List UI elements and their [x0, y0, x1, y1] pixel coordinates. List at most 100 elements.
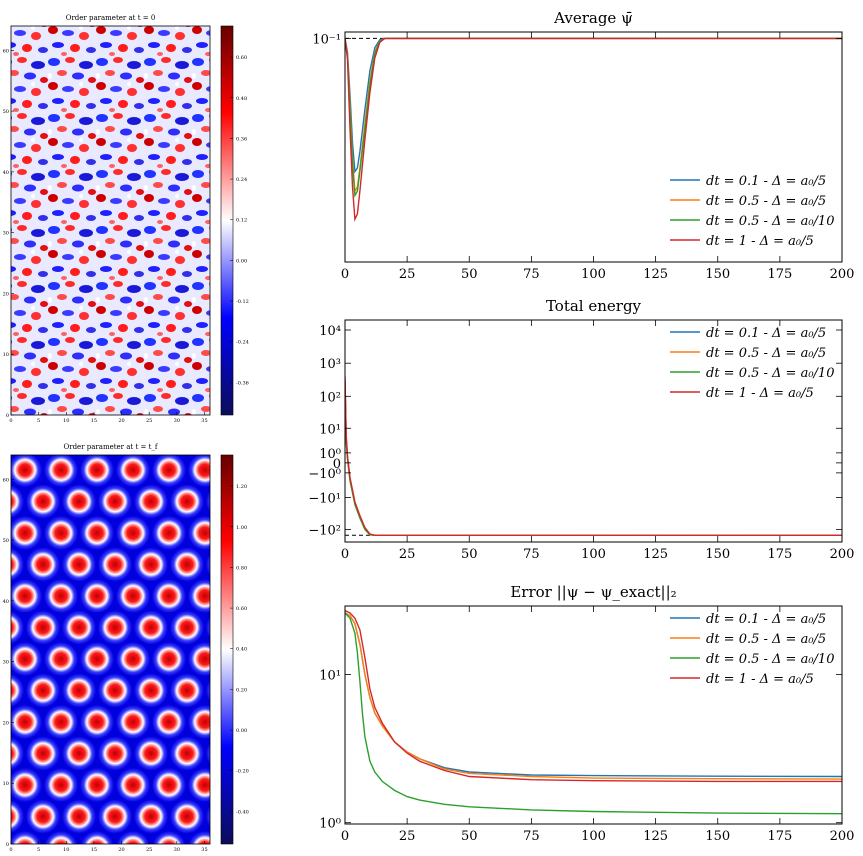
x-tick-label: 75 — [523, 547, 540, 562]
heatmap-blob — [62, 799, 96, 834]
heatmap-blob — [80, 768, 114, 802]
heatmap-blob — [44, 455, 78, 487]
y-tick-label: 10⁴ — [319, 324, 341, 339]
heatmap-blob — [11, 484, 24, 519]
x-tick-label: 125 — [643, 267, 668, 282]
legend-label: dt = 0.5 - Δ = a₀/5 — [706, 632, 826, 647]
x-tick-label: 50 — [461, 547, 478, 562]
x-tick-label: 0 — [341, 829, 349, 844]
heatmap-blob — [11, 455, 42, 487]
heatmap-blob — [134, 799, 168, 834]
series-line-2 — [345, 386, 842, 536]
heatmap-blob — [206, 422, 240, 456]
legend-label: dt = 1 - Δ = a₀/5 — [706, 234, 814, 249]
heatmap-blob — [98, 610, 132, 645]
heatmap-blob — [0, 516, 6, 550]
heatmap-blob — [188, 768, 210, 802]
x-tick-label: 25 — [399, 267, 416, 282]
series-line-1 — [345, 37, 842, 194]
heatmap-blob — [26, 547, 60, 582]
heatmap-y-tick-label: 40 — [3, 170, 9, 176]
y-tick-label: 10⁰ — [319, 447, 341, 462]
colorbar-tick-label: 0.48 — [236, 96, 247, 102]
heatmap-blob — [11, 516, 42, 550]
legend-label: dt = 0.5 - Δ = a₀/5 — [706, 346, 826, 361]
colorbar-tick-label: 0.00 — [236, 258, 247, 264]
heatmap-blob — [80, 831, 114, 844]
colorbar-tick-label: 0.36 — [236, 136, 247, 142]
x-tick-label: 50 — [461, 829, 478, 844]
heatmap-x-tick-label: 0 — [9, 418, 12, 424]
heatmap-x-tick-label: 25 — [146, 847, 152, 853]
series-group — [345, 37, 842, 222]
heatmap-blob — [44, 705, 78, 739]
legend-label: dt = 0.5 - Δ = a₀/10 — [706, 652, 834, 667]
x-tick-label: 50 — [461, 267, 478, 282]
colorbar-tick-label: 0.80 — [236, 565, 247, 571]
heatmap-blob — [26, 673, 60, 708]
heatmap-blobs — [0, 422, 276, 844]
heatmap-blob — [80, 579, 114, 613]
heatmap-blob — [44, 768, 78, 802]
heatmap-blob — [116, 768, 150, 802]
heatmap-blob — [11, 455, 12, 456]
heatmap-blob — [188, 642, 210, 676]
heatmap-x-tick-label: 0 — [9, 847, 12, 853]
heatmap-blob — [152, 831, 186, 844]
x-tick-label: 175 — [767, 267, 792, 282]
colorbar-tick-label: 1.20 — [236, 484, 247, 490]
colorbar-tick-label: 0.20 — [236, 687, 247, 693]
heatmap-blob — [134, 547, 168, 582]
heatmap-x-tick-label: 15 — [91, 418, 97, 424]
heatmap-blob — [134, 736, 168, 771]
series-group — [345, 609, 842, 815]
heatmap-blob — [206, 616, 210, 639]
x-tick-label: 0 — [341, 547, 349, 562]
heatmap-y-tick-label: 20 — [3, 291, 9, 297]
heatmap-y-tick-label: 40 — [3, 599, 9, 605]
heatmap-x-tick-label: 20 — [118, 847, 124, 853]
heatmap-blob — [152, 455, 186, 487]
x-tick-label: 100 — [581, 547, 606, 562]
heatmap-x-tick-label: 10 — [63, 847, 69, 853]
colorbar — [220, 25, 234, 416]
x-tick-label: 75 — [523, 267, 540, 282]
x-tick-label: 200 — [830, 267, 855, 282]
heatmap-x-tick-label: 5 — [37, 418, 40, 424]
x-tick-label: 100 — [581, 267, 606, 282]
series-line-3 — [345, 376, 842, 536]
series-line-0 — [345, 380, 842, 536]
y-tick-label: −10⁰ — [308, 467, 341, 482]
legend-label: dt = 0.5 - Δ = a₀/5 — [706, 194, 826, 209]
heatmap-blob — [62, 673, 96, 708]
heatmap-blob — [170, 736, 204, 771]
heatmap-blob — [11, 579, 42, 613]
heatmap-blob — [11, 547, 24, 582]
heatmap-frame — [10, 25, 211, 416]
heatmap-blob — [242, 611, 276, 645]
heatmap-blob — [62, 736, 96, 771]
heatmap-x-tick-label: 20 — [118, 418, 124, 424]
colorbar-tick-label: 0.12 — [236, 218, 247, 224]
heatmap-y-tick-label: 30 — [3, 660, 9, 666]
x-tick-label: 25 — [399, 547, 416, 562]
heatmap-blob — [98, 547, 132, 582]
y-tick-label: 10¹ — [319, 669, 341, 684]
colorbar-tick-label: 0.60 — [236, 606, 247, 612]
y-tick-label: −10¹ — [308, 491, 341, 506]
heatmap-blob — [116, 516, 150, 550]
heatmap-blob — [98, 736, 132, 771]
heatmap-y-tick-label: 0 — [6, 842, 9, 848]
heatmap-x-tick-label: 30 — [174, 847, 180, 853]
heatmap-blob — [0, 579, 6, 613]
heatmap-blob — [170, 673, 204, 708]
heatmap-y-tick-label: 20 — [3, 720, 9, 726]
chart-title: Total energy — [546, 297, 642, 315]
heatmap-blob — [11, 673, 24, 708]
heatmap-blob — [62, 547, 96, 582]
colorbar-tick-label: 0.00 — [236, 728, 247, 734]
heatmap-y-tick-label: 0 — [6, 413, 9, 419]
x-tick-label: 150 — [705, 267, 730, 282]
heatmap-y-tick-label: 10 — [3, 781, 9, 787]
